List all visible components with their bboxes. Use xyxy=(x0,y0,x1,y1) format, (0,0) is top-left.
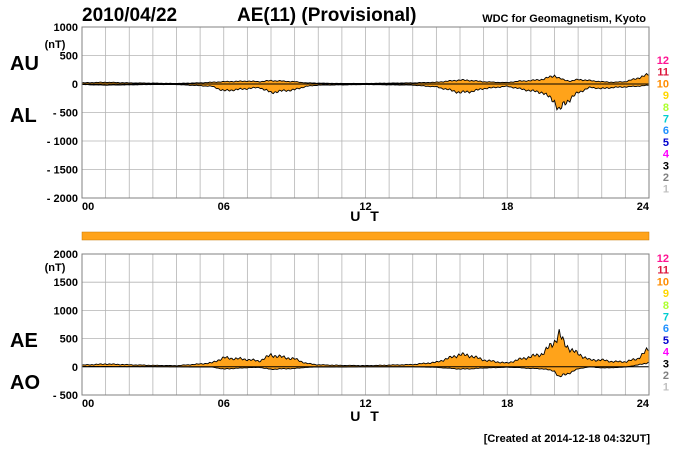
y-tick-label: 2000 xyxy=(54,249,78,261)
station-label-4: 4 xyxy=(663,347,670,359)
x-tick-label: 18 xyxy=(501,201,513,213)
station-label-3: 3 xyxy=(663,160,669,172)
au-label: AU xyxy=(10,53,39,75)
y-tick-label: - 500 xyxy=(53,390,78,402)
station-label-11: 11 xyxy=(657,67,669,79)
ae-ao-frame xyxy=(81,253,650,396)
y-tick-label: 1000 xyxy=(54,22,78,34)
y-tick-label: - 1000 xyxy=(47,136,78,148)
station-label-7: 7 xyxy=(663,114,669,126)
ae-ao-y-ticks: 2000 1500 1000 500 0 - 500 xyxy=(53,249,78,402)
station-label-2: 2 xyxy=(663,370,669,382)
station-label-1: 1 xyxy=(663,184,669,196)
station-label-2: 2 xyxy=(663,172,669,184)
x-tick-label: 00 xyxy=(82,398,94,410)
x-tick-label: 18 xyxy=(501,398,513,410)
station-label-10: 10 xyxy=(657,78,669,90)
created-timestamp: [Created at 2014-12-18 04:32UT] xyxy=(484,433,651,445)
y-tick-label: 500 xyxy=(60,334,78,346)
x-tick-label: 24 xyxy=(637,201,650,213)
station-label-1: 1 xyxy=(663,382,669,394)
au-al-grid xyxy=(82,26,649,199)
x-tick-label: 06 xyxy=(218,201,230,213)
ao-label: AO xyxy=(10,372,40,394)
station-label-8: 8 xyxy=(663,300,669,312)
organization-label: WDC for Geomagnetism, Kyoto xyxy=(482,13,646,25)
x-tick-label: 00 xyxy=(82,201,94,213)
ae-series-line xyxy=(81,329,649,367)
au-al-y-ticks: 1000 500 0 - 500 - 1000 - 1500 - 2000 xyxy=(47,22,78,205)
station-label-9: 9 xyxy=(663,288,669,300)
y-tick-label: - 500 xyxy=(53,108,78,120)
station-label-4: 4 xyxy=(663,149,670,161)
y-tick-label: - 2000 xyxy=(47,193,78,205)
station-label-7: 7 xyxy=(663,312,669,324)
al-label: AL xyxy=(10,105,37,127)
station-label-12: 12 xyxy=(657,253,669,265)
x-tick-label: 06 xyxy=(218,398,230,410)
al-series-line xyxy=(81,84,650,111)
y-tick-label: 1000 xyxy=(54,305,78,317)
ae-ao-unit: (nT) xyxy=(45,262,66,274)
y-tick-label: 0 xyxy=(72,362,78,374)
station-label-3: 3 xyxy=(663,358,669,370)
plot-title: AE(11) (Provisional) xyxy=(237,5,417,26)
station-availability-bar xyxy=(81,231,650,241)
ae-ao-x-ticks: 00 06 12 18 24 xyxy=(82,398,650,410)
x-tick-label: 12 xyxy=(359,398,371,410)
au-al-frame xyxy=(81,26,650,199)
au-al-x-ticks: 00 06 12 18 24 xyxy=(82,201,650,213)
plot-date: 2010/04/22 xyxy=(82,5,177,26)
station-label-9: 9 xyxy=(663,90,669,102)
au-al-area xyxy=(81,72,650,111)
station-label-5: 5 xyxy=(663,335,669,347)
station-label-8: 8 xyxy=(663,102,669,114)
x-tick-label: 12 xyxy=(359,201,371,213)
ae-label: AE xyxy=(10,330,38,352)
x-tick-label: 24 xyxy=(637,398,650,410)
station-label-10: 10 xyxy=(657,276,669,288)
ae-ao-x-axis-label: U T xyxy=(350,408,382,424)
y-tick-label: - 1500 xyxy=(47,165,78,177)
station-label-12: 12 xyxy=(657,55,669,67)
station-label-5: 5 xyxy=(663,137,669,149)
ae_ao-fill-area xyxy=(82,329,649,377)
ae-ao-area xyxy=(81,329,650,378)
au-al-unit: (nT) xyxy=(45,39,66,51)
y-tick-label: 0 xyxy=(72,79,78,91)
station-label-11: 11 xyxy=(657,265,669,277)
station-label-6: 6 xyxy=(663,125,669,137)
y-tick-label: 1500 xyxy=(54,277,78,289)
station-label-6: 6 xyxy=(663,323,669,335)
y-tick-label: 500 xyxy=(60,51,78,63)
au-al-x-axis-label: U T xyxy=(350,208,382,224)
